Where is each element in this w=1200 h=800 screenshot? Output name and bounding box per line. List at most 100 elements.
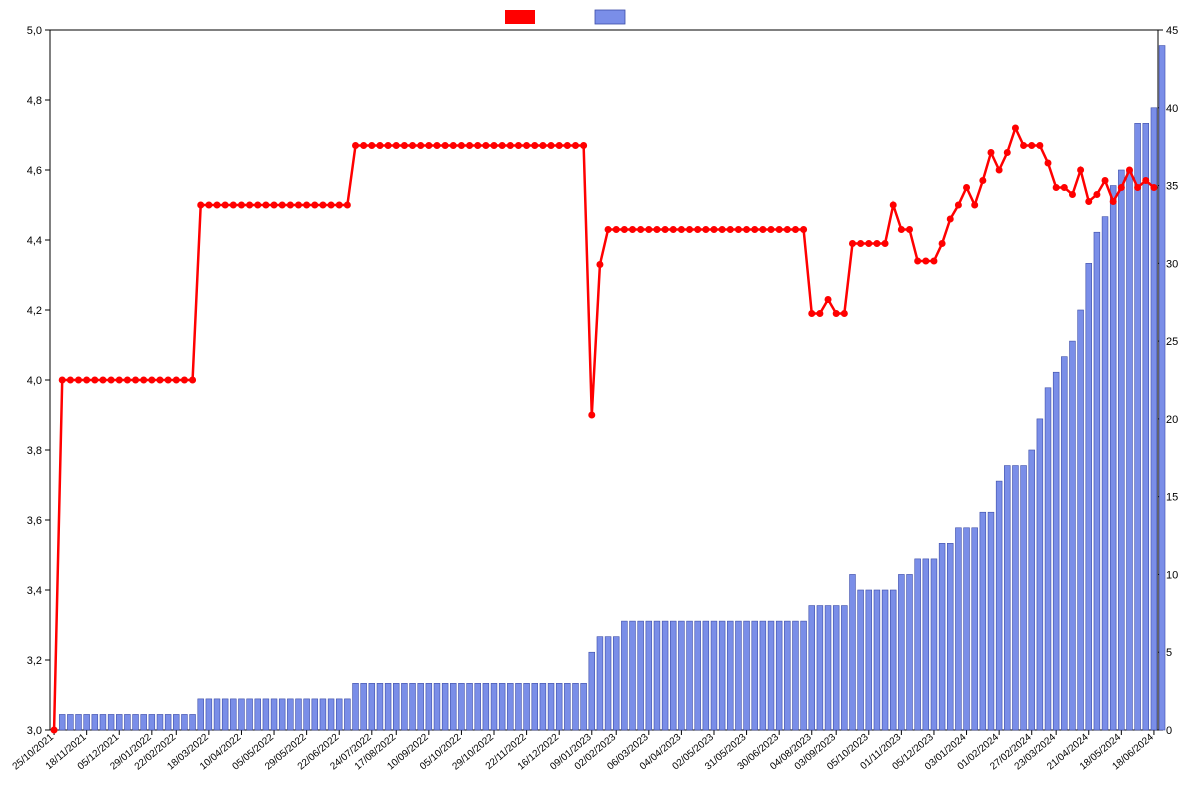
line-marker: [279, 202, 286, 209]
right-axis-label: 45: [1166, 25, 1178, 37]
line-marker: [686, 226, 693, 233]
right-axis-label: 20: [1166, 414, 1178, 426]
bar: [809, 606, 815, 730]
bar: [499, 683, 505, 730]
bar: [190, 714, 196, 730]
line-marker: [539, 142, 546, 149]
line-marker: [417, 142, 424, 149]
bar: [833, 606, 839, 730]
bar: [1061, 357, 1067, 730]
line-marker: [1069, 191, 1076, 198]
line-marker: [352, 142, 359, 149]
line-marker: [181, 377, 188, 384]
line-marker: [572, 142, 579, 149]
line-marker: [1134, 184, 1141, 191]
bar: [304, 699, 310, 730]
line-marker: [360, 142, 367, 149]
bar: [662, 621, 668, 730]
left-axis-label: 4,6: [27, 165, 42, 177]
bar: [320, 699, 326, 730]
bar: [287, 699, 293, 730]
bar: [1021, 466, 1027, 730]
line-marker: [173, 377, 180, 384]
line-marker: [719, 226, 726, 233]
bar: [92, 714, 98, 730]
bar: [1094, 232, 1100, 730]
bar: [532, 683, 538, 730]
line-marker: [1093, 191, 1100, 198]
line-marker: [979, 177, 986, 184]
line-marker: [287, 202, 294, 209]
line-marker: [776, 226, 783, 233]
line-marker: [1061, 184, 1068, 191]
bar: [695, 621, 701, 730]
bar: [1143, 123, 1149, 730]
bar: [1078, 310, 1084, 730]
bar: [988, 512, 994, 730]
line-marker: [108, 377, 115, 384]
bar: [1135, 123, 1141, 730]
bar: [507, 683, 513, 730]
bar: [760, 621, 766, 730]
bar: [711, 621, 717, 730]
line-marker: [1036, 142, 1043, 149]
line-marker: [865, 240, 872, 247]
line-marker: [311, 202, 318, 209]
left-axis-label: 3,8: [27, 445, 42, 457]
line-marker: [433, 142, 440, 149]
line-marker: [629, 226, 636, 233]
bar: [964, 528, 970, 730]
bar: [841, 606, 847, 730]
line-marker: [67, 377, 74, 384]
line-marker: [768, 226, 775, 233]
line-marker: [83, 377, 90, 384]
line-marker: [409, 142, 416, 149]
line-marker: [295, 202, 302, 209]
line-marker: [450, 142, 457, 149]
line-marker: [702, 226, 709, 233]
bar: [670, 621, 676, 730]
left-axis-label: 3,2: [27, 655, 42, 667]
line-marker: [385, 142, 392, 149]
bar: [67, 714, 73, 730]
line-marker: [507, 142, 514, 149]
bar: [915, 559, 921, 730]
line-marker: [401, 142, 408, 149]
bar: [768, 621, 774, 730]
bar: [1037, 419, 1043, 730]
line-marker: [523, 142, 530, 149]
line-marker: [987, 149, 994, 156]
line-marker: [556, 142, 563, 149]
line-marker: [491, 142, 498, 149]
bar: [817, 606, 823, 730]
left-axis-label: 4,2: [27, 305, 42, 317]
right-axis-label: 0: [1166, 725, 1172, 737]
line-marker: [474, 142, 481, 149]
line-marker: [841, 310, 848, 317]
line-marker: [1142, 177, 1149, 184]
bar: [703, 621, 709, 730]
bar: [898, 574, 904, 730]
line-marker: [678, 226, 685, 233]
line-marker: [222, 202, 229, 209]
line-marker: [596, 261, 603, 268]
line-marker: [1004, 149, 1011, 156]
line-marker: [637, 226, 644, 233]
line-marker: [1085, 198, 1092, 205]
bar: [1127, 170, 1133, 730]
left-axis-label: 3,4: [27, 585, 42, 597]
line-marker: [882, 240, 889, 247]
bar-series: [59, 46, 1165, 730]
bar: [947, 543, 953, 730]
line-marker: [645, 226, 652, 233]
bar: [230, 699, 236, 730]
bar: [646, 621, 652, 730]
bar: [116, 714, 122, 730]
line-marker: [727, 226, 734, 233]
line-marker: [368, 142, 375, 149]
line-marker: [91, 377, 98, 384]
line-marker: [751, 226, 758, 233]
bar: [1012, 466, 1018, 730]
bar: [263, 699, 269, 730]
line-marker: [230, 202, 237, 209]
